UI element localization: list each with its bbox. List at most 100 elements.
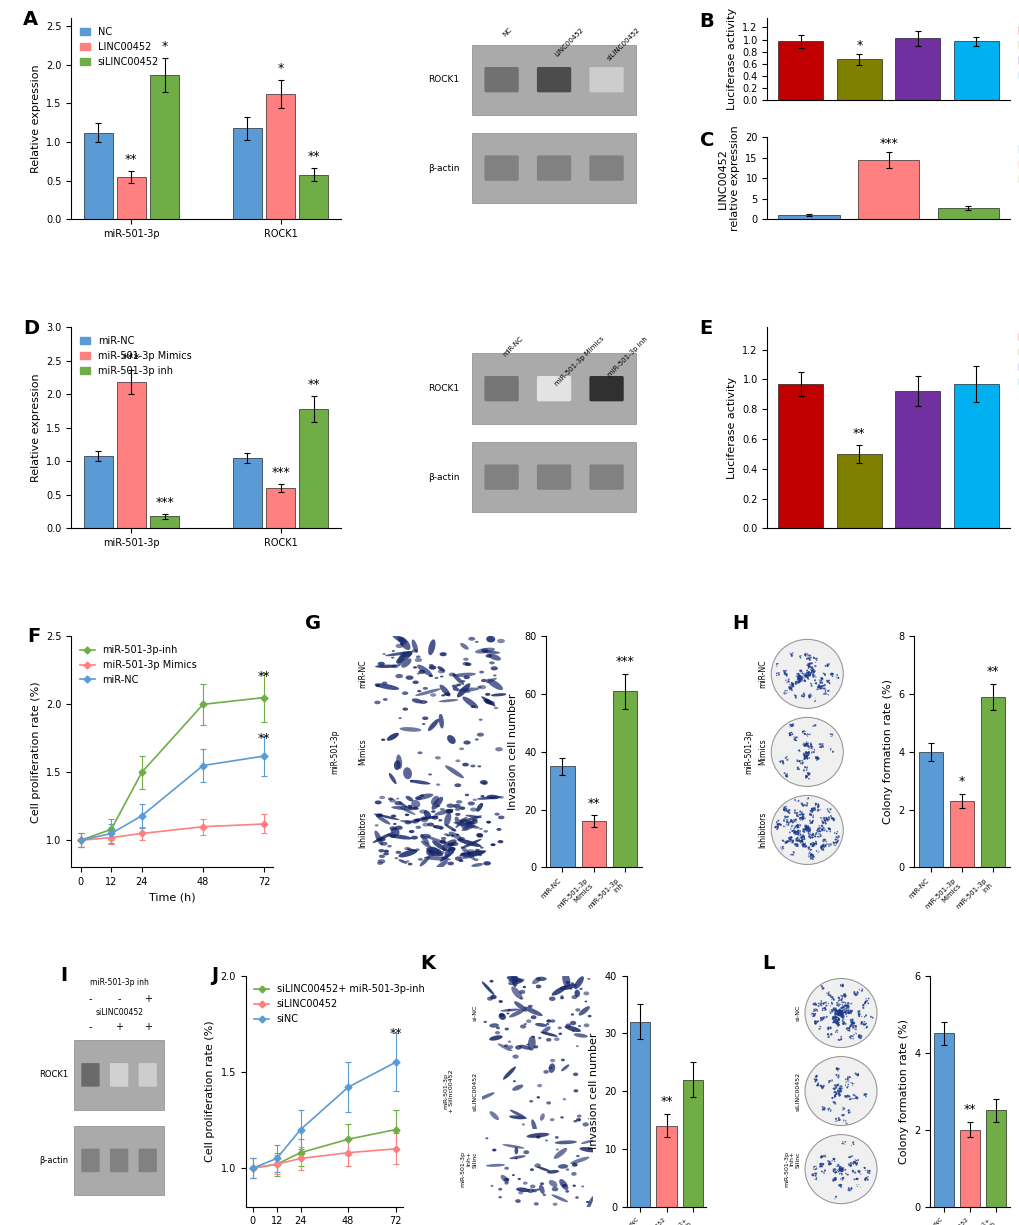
Circle shape <box>824 1002 826 1003</box>
Circle shape <box>815 1177 816 1178</box>
Circle shape <box>810 807 812 810</box>
Circle shape <box>834 1016 836 1018</box>
Circle shape <box>802 835 804 837</box>
Circle shape <box>836 1004 837 1006</box>
Circle shape <box>809 829 810 832</box>
Circle shape <box>794 843 795 844</box>
FancyBboxPatch shape <box>589 376 623 402</box>
Circle shape <box>813 843 815 844</box>
Circle shape <box>839 1170 841 1171</box>
Circle shape <box>843 996 845 998</box>
Circle shape <box>834 1094 836 1096</box>
Circle shape <box>799 840 801 842</box>
Text: ***: *** <box>878 137 897 149</box>
Circle shape <box>802 696 803 697</box>
Circle shape <box>826 1109 828 1111</box>
Ellipse shape <box>564 1025 581 1031</box>
Ellipse shape <box>434 808 453 816</box>
Circle shape <box>796 676 798 679</box>
Circle shape <box>837 1171 839 1172</box>
Circle shape <box>822 827 823 828</box>
Circle shape <box>836 1020 838 1022</box>
Circle shape <box>802 829 804 831</box>
Circle shape <box>823 1109 824 1110</box>
Circle shape <box>807 674 809 675</box>
Circle shape <box>789 687 790 688</box>
Circle shape <box>438 820 442 822</box>
Circle shape <box>779 823 781 826</box>
Circle shape <box>454 856 462 861</box>
Circle shape <box>789 838 791 840</box>
Circle shape <box>805 826 807 827</box>
Text: **: ** <box>587 796 599 810</box>
Circle shape <box>499 796 503 799</box>
Circle shape <box>808 663 810 665</box>
Circle shape <box>459 837 465 840</box>
Circle shape <box>822 817 824 818</box>
Circle shape <box>838 1000 839 1002</box>
Circle shape <box>797 681 798 682</box>
Circle shape <box>846 1009 847 1012</box>
Circle shape <box>775 675 776 676</box>
Circle shape <box>523 1150 529 1154</box>
Circle shape <box>783 821 784 822</box>
Circle shape <box>805 756 807 757</box>
Circle shape <box>852 1142 853 1143</box>
Circle shape <box>811 675 813 676</box>
Circle shape <box>796 826 797 828</box>
Text: miR-501-3p: miR-501-3p <box>744 730 752 774</box>
Circle shape <box>805 752 807 755</box>
Circle shape <box>518 1178 521 1180</box>
Circle shape <box>839 1009 841 1012</box>
Circle shape <box>849 1003 850 1004</box>
Circle shape <box>798 818 800 820</box>
Circle shape <box>854 995 855 996</box>
Circle shape <box>832 1008 834 1009</box>
Circle shape <box>786 775 788 778</box>
Ellipse shape <box>385 652 413 657</box>
Circle shape <box>804 828 806 831</box>
Circle shape <box>790 687 791 688</box>
Circle shape <box>841 1011 843 1013</box>
Circle shape <box>825 808 827 810</box>
Circle shape <box>795 736 797 739</box>
Circle shape <box>821 1087 823 1088</box>
Circle shape <box>773 827 775 828</box>
Circle shape <box>837 1039 839 1041</box>
Circle shape <box>838 1009 841 1012</box>
Circle shape <box>803 752 804 753</box>
Circle shape <box>476 834 483 838</box>
Circle shape <box>849 1011 851 1013</box>
Circle shape <box>841 1011 843 1013</box>
Circle shape <box>801 731 803 733</box>
Circle shape <box>808 773 810 775</box>
Text: B: B <box>699 12 713 31</box>
Circle shape <box>820 846 821 848</box>
Circle shape <box>503 1182 508 1185</box>
Circle shape <box>838 1095 840 1096</box>
Circle shape <box>827 680 829 681</box>
Circle shape <box>431 816 438 820</box>
Circle shape <box>796 760 797 761</box>
Circle shape <box>842 1115 844 1116</box>
Circle shape <box>823 674 824 675</box>
Circle shape <box>785 674 787 676</box>
Circle shape <box>799 842 801 844</box>
Text: ***: *** <box>155 496 174 508</box>
Circle shape <box>842 984 843 985</box>
Circle shape <box>796 844 797 845</box>
Y-axis label: Colony formation rate (%): Colony formation rate (%) <box>898 1018 908 1164</box>
Ellipse shape <box>536 1166 550 1172</box>
Circle shape <box>827 1080 829 1082</box>
Circle shape <box>826 664 827 666</box>
Circle shape <box>838 1167 840 1170</box>
Circle shape <box>494 1031 499 1034</box>
Circle shape <box>806 829 807 831</box>
Circle shape <box>791 842 793 844</box>
Circle shape <box>864 1001 866 1003</box>
Circle shape <box>821 1018 823 1019</box>
Circle shape <box>826 681 827 682</box>
Ellipse shape <box>510 1110 527 1118</box>
Circle shape <box>838 1009 839 1012</box>
Circle shape <box>814 1022 817 1024</box>
